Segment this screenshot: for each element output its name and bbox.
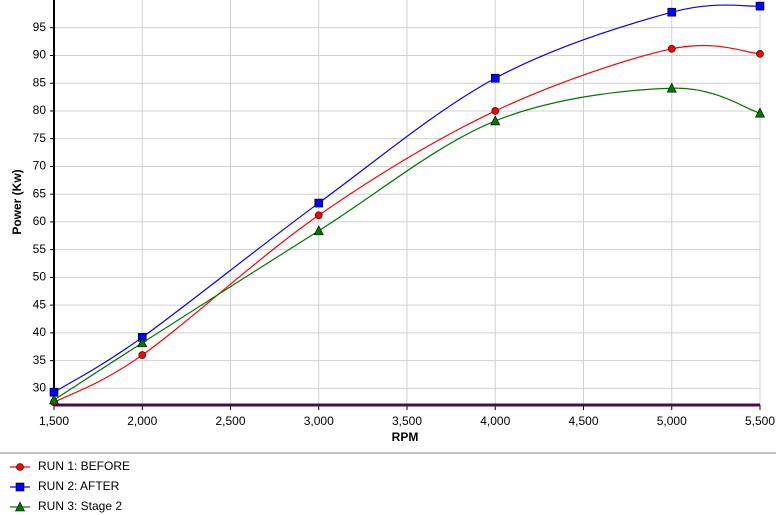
- legend-marker: [15, 482, 25, 492]
- legend-label: RUN 1: BEFORE: [38, 459, 130, 473]
- y-tick-label: 35: [33, 353, 47, 367]
- y-tick-label: 50: [33, 270, 47, 284]
- x-tick-label: 1,500: [39, 414, 69, 428]
- y-tick-label: 80: [33, 103, 47, 117]
- y-tick-label: 85: [33, 75, 47, 89]
- marker: [667, 45, 676, 53]
- marker: [138, 351, 147, 359]
- y-tick-label: 45: [33, 297, 47, 311]
- y-axis-label: Power (Kw): [10, 169, 24, 234]
- marker: [755, 1, 765, 11]
- marker: [490, 115, 501, 126]
- y-tick-label: 70: [33, 159, 47, 173]
- y-tick-label: 30: [33, 381, 47, 395]
- legend-marker: [16, 463, 24, 471]
- legend-label: RUN 3: Stage 2: [38, 499, 122, 513]
- legend-label: RUN 2: AFTER: [38, 479, 120, 493]
- y-tick-label: 75: [33, 131, 47, 145]
- x-tick-label: 2,000: [127, 414, 157, 428]
- x-tick-label: 2,500: [215, 414, 245, 428]
- y-tick-label: 95: [33, 20, 47, 34]
- x-tick-label: 3,500: [392, 414, 422, 428]
- y-tick-label: 90: [33, 48, 47, 62]
- y-tick-label: 65: [33, 186, 47, 200]
- y-tick-label: 55: [33, 242, 47, 256]
- marker: [756, 50, 764, 58]
- marker: [314, 211, 323, 220]
- x-tick-label: 4,000: [480, 414, 510, 428]
- x-tick-label: 4,500: [568, 414, 598, 428]
- marker: [491, 107, 500, 115]
- marker: [755, 107, 765, 118]
- marker: [137, 337, 148, 348]
- y-tick-label: 40: [33, 325, 47, 339]
- marker: [49, 394, 59, 405]
- x-axis-label: RPM: [392, 430, 419, 444]
- x-tick-label: 3,000: [304, 414, 334, 428]
- y-tick-label: 60: [33, 214, 47, 228]
- x-tick-label: 5,500: [745, 414, 775, 428]
- legend-marker: [15, 501, 25, 512]
- marker: [666, 82, 677, 93]
- marker: [667, 7, 677, 17]
- marker: [314, 198, 324, 208]
- marker: [313, 225, 324, 236]
- x-tick-label: 5,000: [657, 414, 687, 428]
- marker: [490, 73, 500, 83]
